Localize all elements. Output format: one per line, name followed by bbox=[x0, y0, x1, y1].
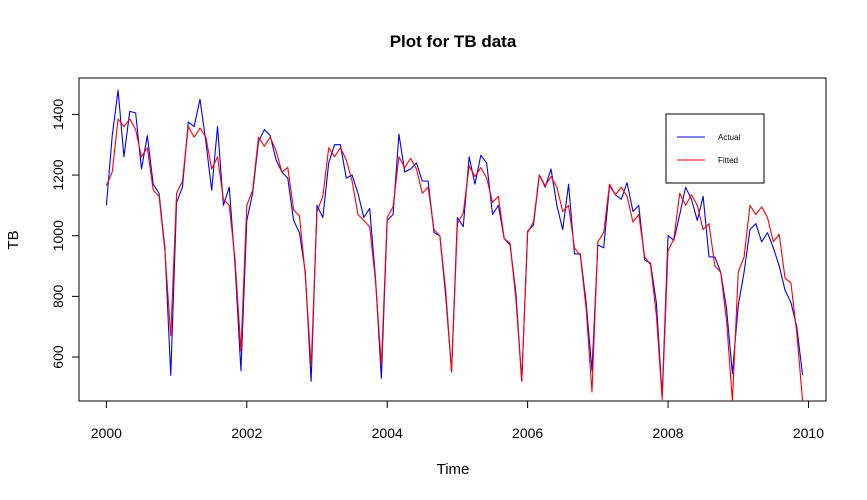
y-tick-label: 1000 bbox=[50, 220, 66, 251]
x-tick-label: 2000 bbox=[91, 425, 122, 441]
y-tick-label: 800 bbox=[50, 284, 66, 308]
y-tick-label: 1200 bbox=[50, 159, 66, 190]
x-tick-label: 2008 bbox=[652, 425, 683, 441]
y-tick-label: 1400 bbox=[50, 99, 66, 130]
series-layer bbox=[105, 89, 804, 401]
legend: Actual Fitted bbox=[665, 113, 765, 184]
x-axis-label: Time bbox=[437, 461, 470, 478]
legend-label-fitted: Fitted bbox=[718, 156, 738, 165]
legend-label-actual: Actual bbox=[718, 133, 740, 142]
legend-box bbox=[665, 113, 765, 184]
x-tick-label: 2002 bbox=[231, 425, 262, 441]
y-axis: 600 800 1000 1200 1400 bbox=[50, 99, 80, 369]
series-line-fitted bbox=[105, 118, 804, 401]
chart-title: Plot for TB data bbox=[390, 32, 517, 51]
x-axis: 2000 2002 2004 2006 2008 2010 bbox=[91, 400, 824, 441]
x-tick-label: 2004 bbox=[372, 425, 403, 441]
x-tick-label: 2006 bbox=[512, 425, 543, 441]
y-axis-label: TB bbox=[5, 230, 22, 249]
x-tick-label: 2010 bbox=[793, 425, 824, 441]
y-tick-label: 600 bbox=[50, 345, 66, 369]
